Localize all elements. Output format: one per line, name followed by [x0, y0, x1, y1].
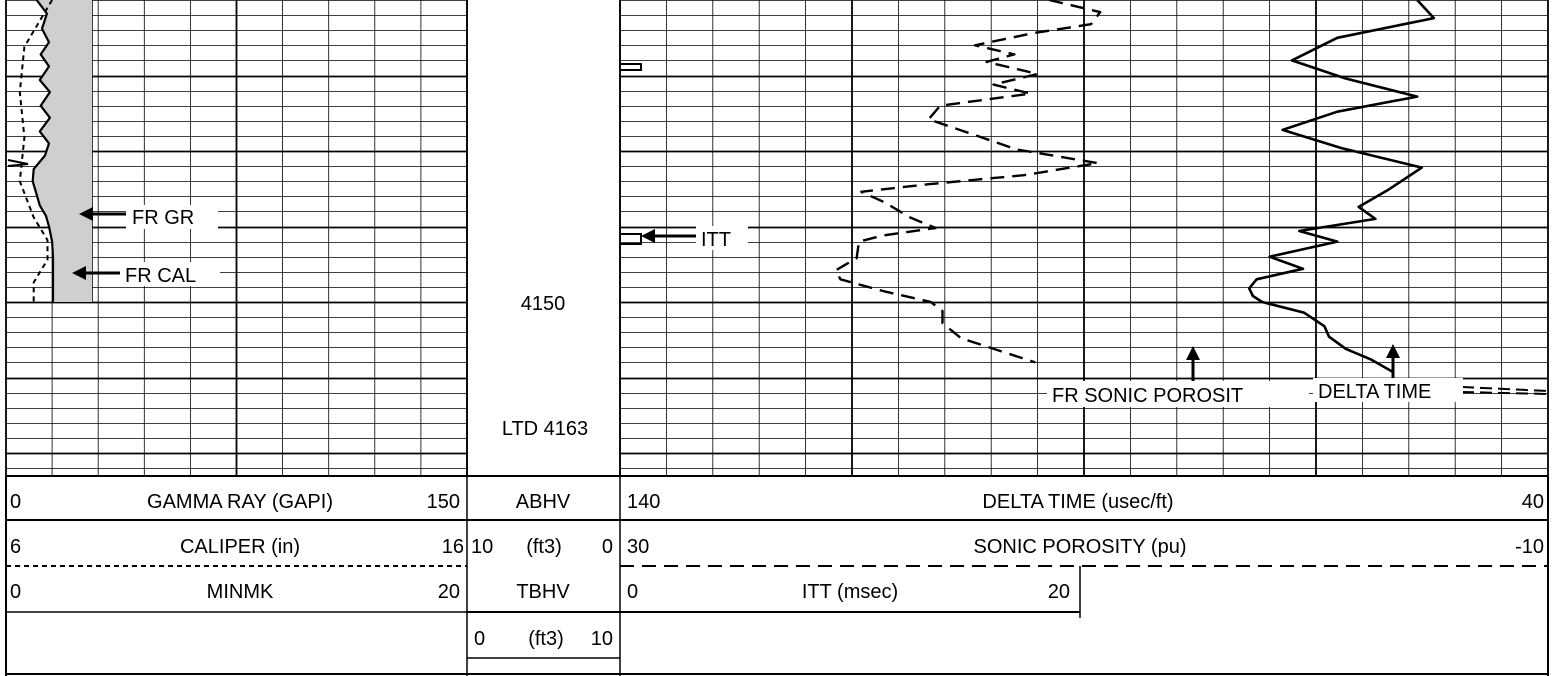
delta-time-arrow-head	[1386, 344, 1400, 358]
delta-time-max: 40	[1522, 491, 1544, 513]
traces	[7, 0, 1549, 395]
sonic-porosity-min: 30	[627, 536, 649, 558]
sonic-porosity-curve	[834, 0, 1102, 364]
fr-cal-annotation: FR CAL	[72, 262, 220, 287]
minmk-curve-segment	[7, 159, 29, 167]
tbhv-left: 0	[474, 628, 485, 650]
itt-label: ITT	[701, 229, 731, 251]
annotations: FR GR FR CAL ITT FR SONIC POROSIT	[72, 205, 1463, 407]
minmk-min: 0	[10, 581, 21, 603]
caliper-min: 6	[10, 536, 21, 558]
fr-sonic-arrow-head	[1186, 346, 1200, 360]
sonic-porosity-max: -10	[1515, 536, 1544, 558]
delta-time-annotation: DELTA TIME	[1313, 344, 1463, 403]
depth-track-background	[468, 0, 619, 476]
depth-label-4150: 4150	[521, 293, 566, 315]
fr-sonic-label-bg	[1047, 381, 1309, 407]
fr-sonic-label: FR SONIC POROSIT	[1052, 385, 1243, 407]
minmk-max: 20	[438, 581, 460, 603]
abhv-left: 10	[471, 536, 493, 558]
fr-gr-annotation: FR GR	[79, 205, 218, 229]
log-header: 0 GAMMA RAY (GAPI) 150 6 CALIPER (in) 16…	[5, 475, 1549, 676]
itt-min: 0	[627, 581, 638, 603]
caliper-curve	[18, 0, 53, 302]
gamma-ray-title: GAMMA RAY (GAPI)	[147, 491, 333, 513]
tbhv-right: 10	[591, 628, 613, 650]
fr-cal-label-bg	[120, 262, 220, 286]
itt-arrow-head	[641, 229, 655, 243]
gamma-ray-max: 150	[427, 491, 460, 513]
itt-title: ITT (msec)	[802, 581, 898, 603]
itt-curve-segment	[620, 233, 642, 245]
depth-label-ltd: LTD 4163	[502, 418, 588, 440]
itt-curve-segment	[620, 63, 642, 71]
caliper-title: CALIPER (in)	[180, 536, 300, 558]
caliper-max: 16	[442, 536, 464, 558]
delta-time-label: DELTA TIME	[1318, 381, 1431, 403]
fr-cal-arrow-head	[72, 266, 86, 280]
fr-sonic-porosity-annotation: FR SONIC POROSIT	[1047, 346, 1309, 407]
itt-annotation: ITT	[641, 226, 748, 251]
itt-max: 20	[1048, 581, 1070, 603]
abhv-right: 0	[602, 536, 613, 558]
fr-gr-arrow-head	[79, 207, 93, 221]
fr-cal-label: FR CAL	[125, 265, 196, 287]
itt-label-bg	[696, 226, 748, 250]
delta-time-curve	[1247, 0, 1436, 373]
delta-time-label-bg	[1313, 378, 1463, 402]
grid	[5, 0, 1549, 476]
gamma-ray-min: 0	[10, 491, 21, 513]
tbhv-unit: (ft3)	[528, 628, 564, 650]
fr-gr-label: FR GR	[132, 207, 194, 229]
abhv-title: ABHV	[516, 491, 571, 513]
minmk-title: MINMK	[207, 581, 274, 603]
abhv-unit: (ft3)	[526, 536, 562, 558]
sonic-porosity-title: SONIC POROSITY (pu)	[973, 536, 1186, 558]
gr-shading	[32, 0, 92, 302]
delta-time-min: 140	[627, 491, 660, 513]
delta-time-title: DELTA TIME (usec/ft)	[982, 491, 1173, 513]
fr-gr-label-bg	[126, 205, 218, 229]
tbhv-title: TBHV	[516, 581, 570, 603]
delta-time-curve-tail	[1461, 386, 1549, 395]
gamma-ray-curve	[31, 0, 55, 302]
